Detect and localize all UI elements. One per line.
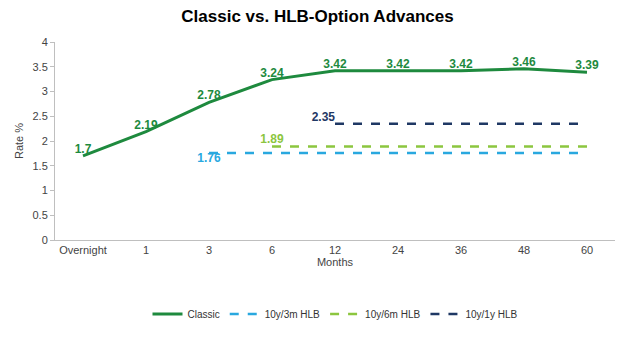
svg-text:6: 6 <box>269 244 275 256</box>
svg-text:Overnight: Overnight <box>59 244 107 256</box>
svg-text:3.39: 3.39 <box>575 58 599 72</box>
svg-text:1.76: 1.76 <box>197 151 221 165</box>
svg-text:1: 1 <box>143 244 149 256</box>
svg-text:1.7: 1.7 <box>75 142 92 156</box>
svg-text:3.42: 3.42 <box>386 57 410 71</box>
svg-text:3.5: 3.5 <box>33 61 48 73</box>
svg-text:2.35: 2.35 <box>312 110 336 124</box>
svg-text:1: 1 <box>42 184 48 196</box>
svg-text:3.46: 3.46 <box>512 55 536 69</box>
svg-text:1.5: 1.5 <box>33 160 48 172</box>
svg-text:Rate %: Rate % <box>13 123 25 159</box>
svg-text:48: 48 <box>518 244 530 256</box>
svg-text:36: 36 <box>455 244 467 256</box>
svg-text:2.5: 2.5 <box>33 110 48 122</box>
svg-text:1.89: 1.89 <box>260 132 284 146</box>
svg-text:60: 60 <box>581 244 593 256</box>
svg-text:0.5: 0.5 <box>33 209 48 221</box>
svg-text:12: 12 <box>329 244 341 256</box>
svg-text:0: 0 <box>42 234 48 246</box>
svg-text:3: 3 <box>206 244 212 256</box>
svg-text:Classic vs. HLB-Option Advance: Classic vs. HLB-Option Advances <box>181 7 453 26</box>
svg-text:Classic: Classic <box>188 309 220 320</box>
svg-text:3.24: 3.24 <box>260 66 284 80</box>
svg-text:2.78: 2.78 <box>197 88 221 102</box>
svg-text:10y/3m HLB: 10y/3m HLB <box>265 309 320 320</box>
svg-text:4: 4 <box>42 36 48 48</box>
svg-text:2.19: 2.19 <box>134 118 158 132</box>
svg-text:10y/6m HLB: 10y/6m HLB <box>365 309 420 320</box>
svg-text:24: 24 <box>392 244 404 256</box>
svg-text:2: 2 <box>42 135 48 147</box>
svg-text:10y/1y HLB: 10y/1y HLB <box>465 309 517 320</box>
svg-text:3.42: 3.42 <box>323 57 347 71</box>
svg-text:3: 3 <box>42 85 48 97</box>
svg-text:Months: Months <box>317 256 354 268</box>
svg-text:3.42: 3.42 <box>449 57 473 71</box>
